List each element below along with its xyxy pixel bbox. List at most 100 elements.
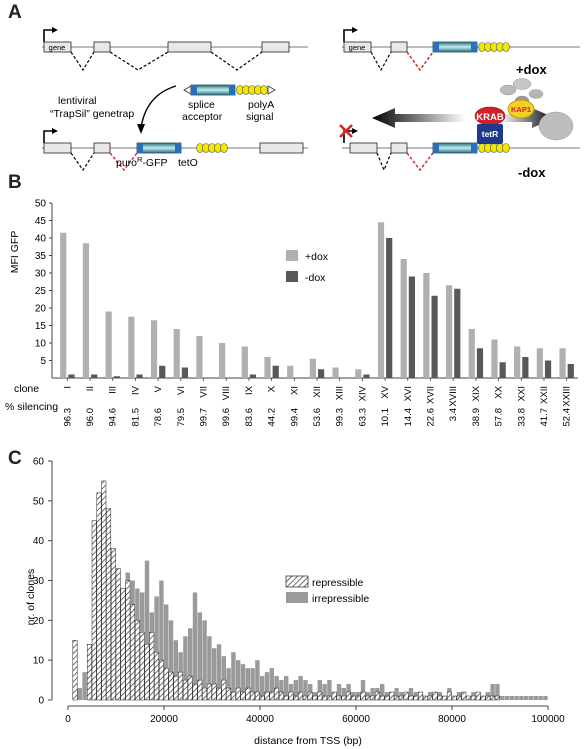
- histogram-bar-repressible: [480, 695, 486, 701]
- histogram-bar-irrepressible: [509, 696, 514, 700]
- clone-tick-label: XIV: [357, 385, 368, 401]
- histogram-bar-irrepressible: [533, 696, 538, 700]
- histogram-bar-irrepressible: [336, 684, 342, 700]
- silencing-value: 41.7: [539, 408, 550, 427]
- histogram-bar-repressible: [110, 548, 116, 701]
- histogram-bar-repressible: [278, 691, 284, 701]
- histogram-bar-irrepressible: [164, 604, 169, 700]
- histogram-bar-repressible: [240, 691, 246, 701]
- polya-label: polyA: [248, 99, 274, 111]
- histogram-bar-repressible: [418, 691, 424, 701]
- histogram-bar-repressible: [202, 687, 208, 701]
- histogram-bar-irrepressible: [298, 676, 303, 700]
- histogram-bar-irrepressible: [284, 676, 289, 700]
- x-tick-label: 20000: [150, 714, 178, 725]
- silencing-value: 99.3: [335, 408, 346, 427]
- x-tick-label: 0: [65, 714, 71, 725]
- bar-minus-dox: [113, 376, 120, 378]
- y-tick-label: 50: [33, 496, 45, 507]
- legend-minus-dox-swatch: [286, 271, 298, 282]
- y-tick-label: 20: [33, 616, 45, 627]
- histogram-bar-repressible: [163, 667, 169, 701]
- histogram-bar-repressible: [456, 695, 462, 701]
- silencing-value: 99.4: [289, 408, 300, 427]
- histogram-bar-repressible: [422, 695, 428, 701]
- panel-c-xlabel: distance from TSS (bp): [254, 735, 362, 747]
- panel-a-diagram: gene lentiviral “TrapSil” genetrap splic…: [42, 27, 580, 180]
- bar-minus-dox: [499, 362, 506, 378]
- histogram-bar-irrepressible: [490, 684, 495, 700]
- genetrap-cassette: [183, 84, 276, 96]
- histogram-bar-irrepressible: [197, 612, 202, 700]
- splice-label: splice: [188, 99, 215, 111]
- gene-trapped: [42, 128, 308, 172]
- panel-c-ylabel: nr. of clones: [25, 569, 37, 626]
- bar-plus-dox: [423, 273, 430, 378]
- histogram-bar-irrepressible: [168, 620, 174, 700]
- histogram-bar-repressible: [336, 695, 342, 701]
- histogram-bar-irrepressible: [245, 668, 250, 700]
- y-tick-label: 5: [40, 356, 46, 367]
- bar-minus-dox: [136, 374, 143, 378]
- histogram-bar-repressible: [413, 695, 419, 701]
- bar-plus-dox: [60, 232, 67, 378]
- bar-minus-dox: [454, 288, 461, 378]
- histogram-bar-repressible: [245, 687, 251, 701]
- minus-dox-label: -dox: [518, 165, 546, 180]
- silencing-value: 99.6: [221, 408, 232, 427]
- histogram-bar-repressible: [298, 691, 304, 701]
- bar-plus-dox: [105, 311, 112, 378]
- histogram-bar-irrepressible: [144, 560, 150, 700]
- x-tick-label: 80000: [438, 714, 466, 725]
- clone-tick-label: I: [62, 386, 73, 389]
- histogram-bar-repressible: [451, 695, 457, 701]
- bar-plus-dox: [468, 329, 475, 378]
- bar-minus-dox: [272, 365, 279, 378]
- block-x-icon: [339, 124, 353, 138]
- histogram-bar-repressible: [432, 691, 438, 701]
- histogram-bar-repressible: [470, 695, 476, 701]
- histogram-bar-repressible: [389, 691, 395, 701]
- y-tick-label: 35: [35, 251, 47, 262]
- histogram-bar-repressible: [154, 651, 160, 701]
- bar-minus-dox: [159, 365, 166, 378]
- histogram-bar-irrepressible: [207, 636, 212, 700]
- legend-repressible-swatch: [285, 575, 309, 588]
- histogram-bar-repressible: [466, 695, 472, 701]
- histogram-bar-irrepressible: [250, 668, 255, 700]
- legend-irrepressible-label: irrepressible: [312, 593, 369, 605]
- gene-label: gene: [49, 43, 66, 52]
- histogram-bar-repressible: [384, 695, 390, 701]
- histogram-bar-repressible: [178, 671, 184, 701]
- histogram-bar-repressible: [130, 604, 136, 701]
- legend-plus-dox-swatch: [286, 250, 298, 261]
- y-tick-label: 10: [33, 656, 45, 667]
- bar-plus-dox: [287, 365, 294, 378]
- bar-minus-dox: [408, 276, 415, 378]
- silencing-value: 96.0: [85, 408, 96, 427]
- histogram-bar-repressible: [192, 683, 198, 701]
- bar-plus-dox: [150, 320, 158, 378]
- bar-minus-dox: [249, 374, 257, 378]
- panel-c-letter: C: [8, 448, 22, 469]
- silencing-value: 81.5: [130, 408, 141, 427]
- clone-tick-label: XI: [289, 386, 300, 395]
- silencing-value: 96.3: [62, 408, 73, 427]
- clone-tick-label: VIII: [221, 386, 232, 400]
- histogram-bar-irrepressible: [159, 580, 164, 700]
- tss-arrow-icon: [43, 29, 54, 42]
- tetr-label: tetR: [482, 129, 499, 139]
- histogram-bar-repressible: [307, 691, 313, 701]
- histogram-bar-irrepressible: [77, 688, 82, 700]
- bar-plus-dox: [128, 316, 135, 378]
- histogram-bar-irrepressible: [82, 672, 87, 700]
- histogram-bar-repressible: [293, 695, 299, 701]
- histogram-bar-repressible: [250, 691, 256, 701]
- histogram-bar-irrepressible: [500, 696, 505, 700]
- histogram-bar-repressible: [187, 675, 193, 701]
- silencing-value: 53.6: [312, 408, 323, 427]
- clone-tick-label: XVII: [425, 386, 436, 404]
- histogram-bar-repressible: [274, 687, 280, 701]
- histogram-bar-irrepressible: [226, 668, 231, 700]
- histogram-bar-irrepressible: [341, 688, 346, 700]
